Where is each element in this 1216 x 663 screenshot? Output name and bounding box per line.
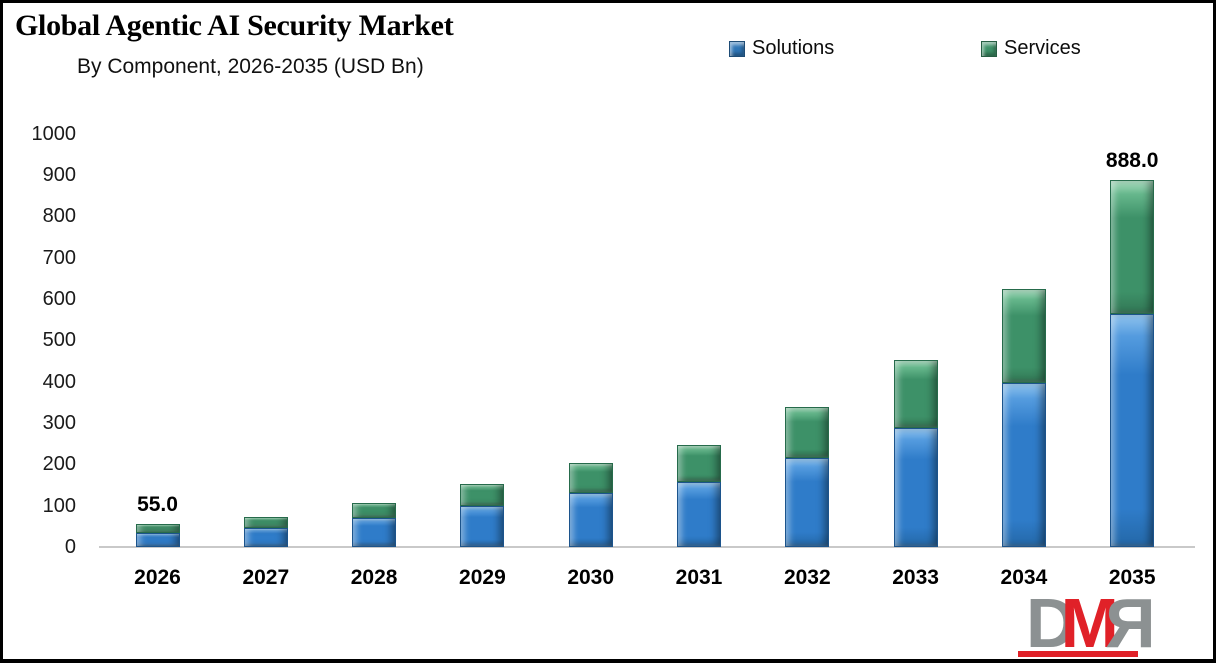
bar-2031-solutions (677, 481, 721, 547)
legend-label-solutions: Solutions (752, 37, 835, 59)
chart-title: Global Agentic AI Security Market (15, 9, 454, 42)
bar-2033-solutions (893, 428, 938, 547)
legend-item-services: Services (981, 37, 1081, 60)
y-axis-tick-200: 200 (42, 453, 76, 476)
x-axis-label-2027: 2027 (242, 566, 290, 589)
x-axis-label-2032: 2032 (783, 566, 831, 589)
bar-2026-solutions (135, 532, 180, 547)
y-axis-tick-400: 400 (42, 370, 76, 393)
x-axis-label-2033: 2033 (892, 566, 939, 589)
x-axis-label-2028: 2028 (350, 566, 398, 589)
x-axis-label-2029: 2029 (459, 566, 506, 589)
bar-2029-services (460, 483, 505, 507)
bar-2035-services (1110, 179, 1155, 314)
bar-2033-services (893, 359, 938, 429)
logo-letter-m: M (1060, 584, 1119, 662)
bar-2028-solutions (352, 518, 397, 547)
x-axis-label-2034: 2034 (1000, 566, 1048, 589)
bar-2027-solutions (243, 527, 288, 547)
x-axis-label-2026: 2026 (134, 566, 181, 589)
legend-item-solutions: Solutions (729, 37, 834, 60)
y-axis-tick-0: 0 (64, 536, 76, 558)
x-axis-label-2031: 2031 (675, 566, 723, 589)
chart-subtitle: By Component, 2026-2035 (USD Bn) (77, 55, 424, 78)
data-label-2026: 55.0 (137, 493, 178, 517)
plot-area: 0 100 200 300 400 500 600 700 800 900 1000 2026 2027… (3, 3, 1213, 659)
data-label-2035: 888.0 (1105, 148, 1159, 172)
legend-label-services: Services (1004, 37, 1081, 59)
y-axis-tick-600: 600 (42, 288, 76, 311)
bar-2032-services (785, 407, 830, 459)
logo-letter-d: D (1026, 584, 1077, 662)
bar-2031-services (677, 444, 721, 482)
y-axis-tick-300: 300 (42, 412, 76, 434)
y-axis-tick-500: 500 (42, 329, 76, 352)
y-axis-tick-900: 900 (42, 164, 76, 187)
bar-2030-services (568, 463, 613, 494)
y-axis-tick-100: 100 (42, 494, 76, 517)
x-axis-line (99, 546, 1195, 548)
logo-letter-r: R (1104, 584, 1156, 662)
bar-2032-solutions (785, 458, 830, 547)
bar-2034-solutions (1001, 382, 1046, 547)
bar-2029-solutions (460, 506, 505, 547)
services-swatch-icon (981, 40, 997, 57)
y-axis-tick-800: 800 (42, 205, 76, 228)
x-axis-label-2030: 2030 (567, 566, 615, 589)
solutions-swatch-icon (729, 40, 745, 57)
bar-2035-solutions (1110, 313, 1155, 547)
logo-underline (1018, 651, 1138, 657)
x-axis-label-2035: 2035 (1108, 566, 1156, 589)
y-axis-tick-1000: 1000 (31, 122, 77, 145)
dmr-logo: DMR (1018, 584, 1203, 662)
bar-2027-services (243, 516, 288, 528)
bar-2030-solutions (568, 493, 613, 547)
bar-2028-services (352, 502, 397, 519)
bar-2026-services (135, 524, 180, 533)
y-axis-tick-700: 700 (42, 246, 76, 269)
bar-2034-services (1001, 288, 1046, 383)
